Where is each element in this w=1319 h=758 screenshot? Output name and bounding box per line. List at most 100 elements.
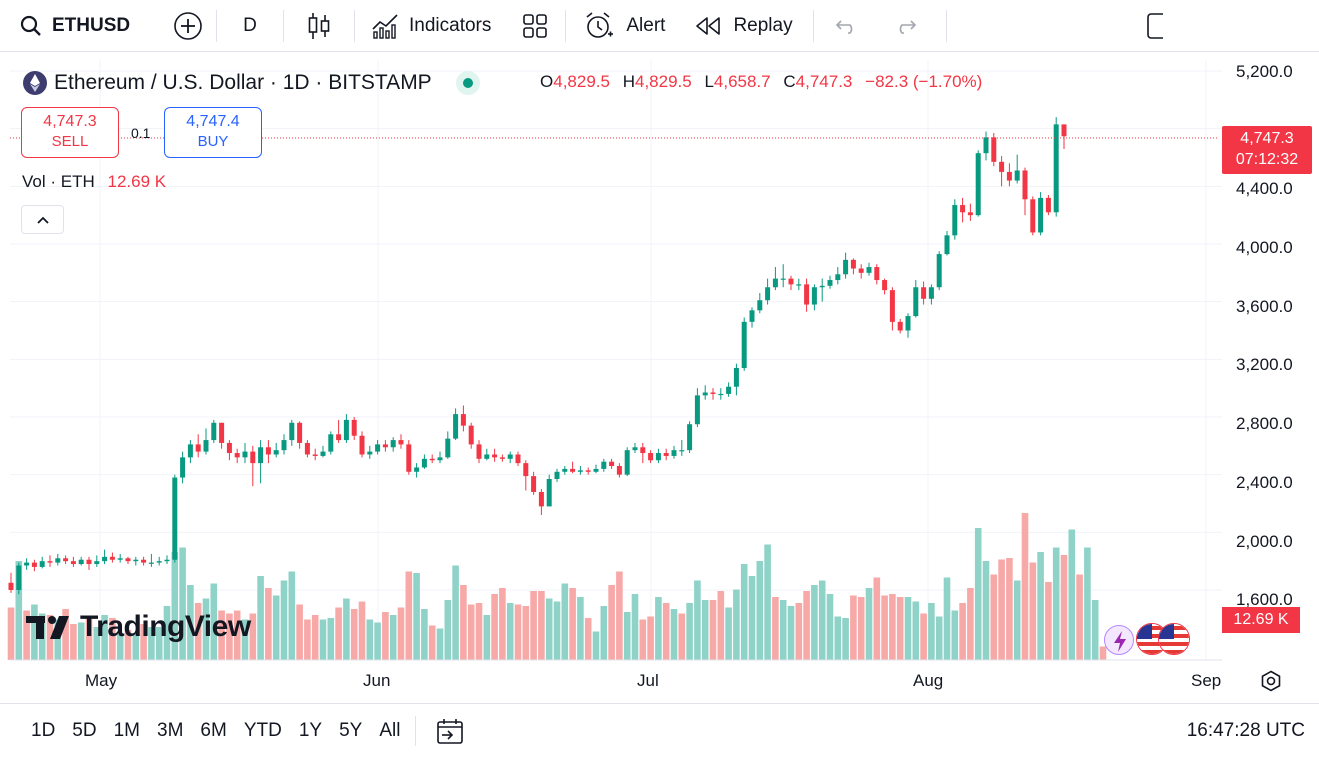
price-tick: 2,000.0 bbox=[1236, 532, 1293, 551]
range-1y-button[interactable]: 1Y bbox=[298, 720, 323, 741]
volume-bar bbox=[1052, 547, 1060, 660]
volume-bar bbox=[1091, 600, 1099, 660]
toolbar-divider bbox=[283, 9, 284, 42]
toolbar-divider bbox=[216, 9, 217, 42]
price-tick: 5,200.0 bbox=[1236, 62, 1293, 81]
alarm-clock-icon bbox=[584, 11, 614, 41]
volume-bar bbox=[709, 600, 717, 660]
us-flag-icon[interactable] bbox=[1158, 623, 1190, 655]
volume-bar bbox=[304, 619, 311, 660]
undo-button[interactable] bbox=[814, 0, 880, 52]
candle-body bbox=[765, 287, 771, 301]
candle-body bbox=[211, 422, 217, 441]
candle-body bbox=[819, 285, 825, 288]
candle-body bbox=[343, 419, 349, 441]
range-3m-button[interactable]: 3M bbox=[157, 720, 184, 741]
candle-body bbox=[86, 559, 92, 565]
volume-bar bbox=[436, 628, 444, 660]
candle-body bbox=[47, 561, 53, 563]
symbol-search-button[interactable]: ETHUSD bbox=[20, 0, 160, 52]
volume-bar bbox=[179, 547, 186, 660]
chart-type-button[interactable] bbox=[284, 0, 354, 52]
candle-body bbox=[1061, 124, 1067, 137]
candle-body bbox=[913, 287, 919, 317]
sell-label: SELL bbox=[51, 133, 89, 150]
volume-tag: 12.69 K bbox=[1222, 607, 1300, 633]
volume-bar bbox=[288, 571, 296, 660]
redo-button[interactable] bbox=[880, 0, 930, 52]
range-5d-button[interactable]: 5D bbox=[72, 720, 97, 741]
volume-legend[interactable]: Vol · ETH 12.69 K bbox=[22, 172, 166, 192]
candle-body bbox=[453, 414, 459, 439]
close-label: C bbox=[783, 72, 796, 91]
volume-bar bbox=[865, 588, 873, 660]
economic-events[interactable] bbox=[1104, 623, 1190, 657]
range-all-button[interactable]: All bbox=[379, 720, 401, 741]
replay-button[interactable]: Replay bbox=[695, 0, 793, 52]
volume-bar bbox=[569, 588, 576, 660]
square-icon bbox=[1146, 12, 1163, 39]
volume-bar bbox=[218, 610, 225, 660]
tradingview-logo-icon bbox=[26, 613, 74, 641]
spread-value: 0.1 bbox=[131, 125, 151, 141]
volume-bar bbox=[23, 610, 30, 660]
templates-button[interactable] bbox=[505, 0, 565, 52]
candle-body bbox=[273, 450, 279, 455]
candle-body bbox=[671, 450, 677, 456]
candle-body bbox=[109, 556, 115, 560]
volume-bar bbox=[834, 616, 842, 660]
range-1d-button[interactable]: 1D bbox=[31, 720, 56, 741]
range-ytd-button[interactable]: YTD bbox=[243, 720, 282, 741]
candle-body bbox=[772, 278, 778, 288]
range-6m-button[interactable]: 6M bbox=[200, 720, 227, 741]
collapse-legend-button[interactable] bbox=[21, 205, 64, 234]
candle-body bbox=[304, 442, 310, 455]
volume-bar bbox=[428, 625, 436, 660]
candle-body bbox=[375, 444, 381, 452]
candle-body bbox=[55, 558, 61, 563]
volume-bar bbox=[124, 630, 132, 660]
candle-body bbox=[952, 205, 958, 236]
volume-bar bbox=[460, 585, 467, 660]
interval-button[interactable]: D bbox=[217, 0, 283, 52]
volume-bar bbox=[772, 597, 779, 660]
last-price-tag: 4,747.3 07:12:32 bbox=[1222, 126, 1312, 174]
candle-body bbox=[297, 422, 303, 443]
candle-body bbox=[1006, 171, 1012, 181]
alert-button[interactable]: Alert bbox=[584, 0, 665, 52]
go-to-date-button[interactable] bbox=[436, 717, 464, 745]
sell-button[interactable]: 4,747.3 SELL bbox=[21, 107, 119, 158]
undo-icon bbox=[835, 17, 859, 35]
market-status-indicator bbox=[455, 71, 480, 95]
candle-body bbox=[156, 561, 162, 563]
candle-body bbox=[359, 435, 365, 455]
buy-button[interactable]: 4,747.4 BUY bbox=[164, 107, 262, 158]
utc-clock[interactable]: 16:47:28 UTC bbox=[1186, 720, 1305, 741]
volume-bar bbox=[803, 591, 810, 660]
candle-body bbox=[1014, 170, 1020, 181]
candle-body bbox=[250, 451, 256, 464]
volume-bar bbox=[93, 627, 101, 660]
candle-body bbox=[94, 561, 100, 565]
symbol-legend[interactable]: Ethereum / U.S. Dollar · 1D · BITSTAMP bbox=[22, 70, 480, 96]
candle-body bbox=[78, 559, 84, 565]
volume-bar bbox=[475, 603, 483, 660]
chart-settings-button[interactable] bbox=[1260, 670, 1282, 692]
volume-bar bbox=[210, 583, 218, 660]
range-5y-button[interactable]: 5Y bbox=[339, 720, 363, 741]
candle-body bbox=[882, 280, 888, 291]
time-label: Jul bbox=[637, 671, 659, 690]
volume-bar bbox=[717, 591, 725, 660]
volume-bar bbox=[935, 616, 943, 660]
candle-body bbox=[741, 321, 747, 368]
settings-icon bbox=[1260, 670, 1282, 692]
layout-button[interactable] bbox=[1146, 0, 1163, 52]
bar-countdown: 07:12:32 bbox=[1235, 151, 1299, 168]
lightning-event-icon[interactable] bbox=[1104, 625, 1134, 655]
indicators-button[interactable]: Indicators bbox=[371, 0, 491, 52]
compare-symbol-button[interactable] bbox=[160, 0, 216, 52]
volume-bar bbox=[491, 594, 498, 660]
range-1m-button[interactable]: 1M bbox=[113, 720, 140, 741]
volume-bar bbox=[740, 564, 748, 660]
